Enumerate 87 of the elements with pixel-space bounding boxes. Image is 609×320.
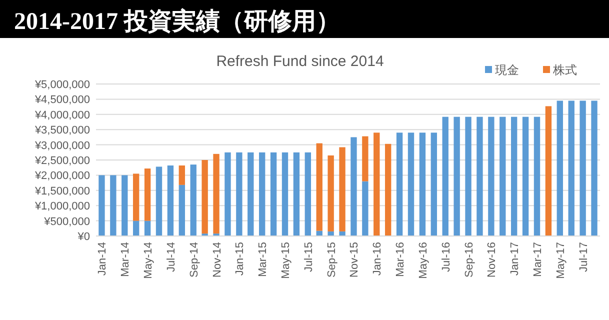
bar [304, 152, 311, 236]
y-tick-label: ¥0 [76, 231, 90, 243]
bar [178, 165, 185, 185]
bar [293, 152, 300, 236]
bar [110, 175, 116, 236]
x-tick-label: May-16 [417, 242, 430, 279]
x-tick-label: Mar-14 [120, 242, 132, 277]
bar [442, 116, 448, 236]
x-tick-label: Sep-14 [188, 242, 200, 278]
y-tick-label: ¥2,000,000 [34, 170, 90, 182]
y-tick-label: ¥3,000,000 [34, 140, 90, 152]
bar [500, 116, 506, 236]
x-tick-label: Jan-17 [509, 242, 522, 276]
x-tick-label: May-14 [142, 242, 155, 279]
bar [316, 143, 322, 231]
bar [534, 116, 540, 236]
x-tick-label: Mar-16 [394, 242, 407, 277]
bar [190, 164, 196, 236]
x-tick-label: Nov-14 [211, 242, 224, 278]
bar [213, 154, 220, 234]
bar [522, 116, 529, 236]
bar [591, 100, 598, 236]
bar [98, 175, 105, 236]
bar [328, 231, 334, 236]
x-tick-label: Jul-16 [440, 242, 452, 272]
x-tick-label: Mar-15 [257, 242, 270, 277]
bar [580, 100, 586, 236]
bar [430, 132, 437, 236]
bar [454, 116, 460, 236]
bar [511, 116, 518, 236]
x-tick-label: Jul-17 [578, 242, 590, 272]
y-tick-label: ¥1,000,000 [34, 200, 90, 213]
chart-title: 2014-2017 投資実績（研修用） [14, 7, 340, 35]
bar [122, 175, 128, 236]
x-tick-label: Jan-14 [96, 242, 109, 276]
bar [133, 220, 140, 236]
y-tick-label: ¥500,000 [43, 216, 90, 228]
bar [362, 136, 368, 182]
x-tick-label: Nov-15 [348, 242, 361, 278]
bar [488, 116, 494, 236]
bar [385, 144, 392, 236]
bar [568, 100, 574, 236]
y-tick-label: ¥1,500,000 [34, 185, 90, 198]
chart-subtitle: Refresh Fund since 2014 [216, 53, 384, 70]
bar [259, 152, 266, 236]
x-tick-label: Jan-15 [234, 242, 246, 276]
bar [202, 160, 208, 234]
x-tick-label: Jan-16 [372, 242, 384, 276]
x-tick-label: Mar-17 [532, 242, 544, 277]
bar [350, 137, 357, 236]
bar [419, 132, 426, 236]
y-tick-label: ¥4,500,000 [34, 94, 90, 106]
legend-label: 株式 [552, 63, 577, 77]
bar [270, 152, 277, 236]
bar [248, 152, 254, 236]
bar [545, 106, 552, 236]
y-tick-label: ¥5,000,000 [34, 79, 90, 91]
y-tick-label: ¥4,000,000 [34, 109, 90, 122]
bar [156, 166, 162, 236]
bar [339, 231, 346, 236]
bar [236, 152, 242, 236]
y-tick-label: ¥3,500,000 [34, 124, 90, 137]
bar [465, 116, 472, 236]
x-tick-label: Sep-16 [463, 242, 476, 278]
x-tick-label: Sep-15 [326, 242, 338, 278]
x-tick-label: May-17 [554, 242, 567, 279]
x-tick-label: Nov-16 [486, 242, 498, 278]
bar [396, 132, 403, 236]
bar [476, 116, 483, 236]
bar [339, 147, 346, 232]
x-tick-label: May-15 [280, 242, 292, 279]
bar [362, 181, 368, 236]
bar [556, 100, 563, 236]
bar [374, 132, 380, 236]
x-tick-label: Jul-15 [302, 242, 315, 272]
bar [328, 155, 334, 232]
bar [408, 132, 414, 236]
bar [144, 220, 151, 236]
bar [144, 168, 151, 221]
y-tick-label: ¥2,500,000 [34, 155, 90, 167]
bar [167, 165, 174, 236]
x-tick-label: Jul-14 [165, 242, 178, 272]
legend-label: 現金 [495, 63, 519, 77]
bar [224, 152, 231, 236]
bar [282, 152, 288, 236]
bar [133, 174, 140, 221]
bar [178, 184, 185, 236]
